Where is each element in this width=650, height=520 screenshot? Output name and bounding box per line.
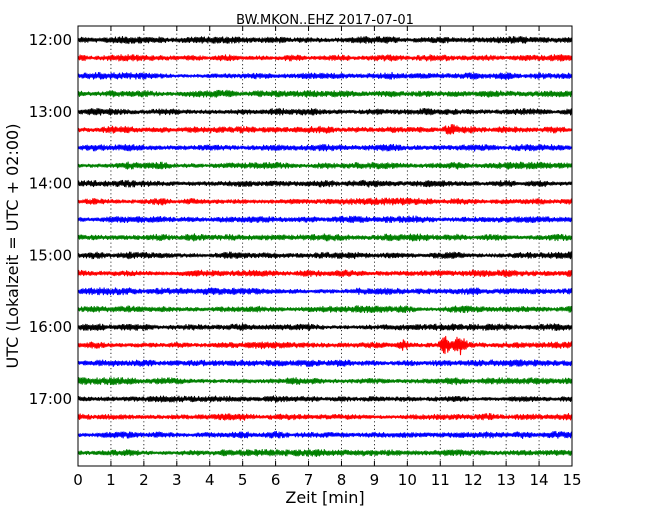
x-tick-label: 1: [106, 471, 116, 489]
x-tick-label: 14: [530, 471, 549, 489]
x-tick-label: 11: [431, 471, 450, 489]
trace-1515: [77, 269, 573, 278]
grid-lines: [110, 26, 540, 466]
trace-1415: [77, 197, 573, 206]
y-tick-label: 16:00: [29, 318, 72, 336]
trace-1745: [77, 448, 573, 457]
x-tick-label: 4: [205, 471, 215, 489]
y-tick-labels: 12:00 13:00 14:00 15:00 16:00 17:00: [29, 31, 72, 408]
trace-1715: [77, 413, 573, 421]
x-tick-label: 6: [271, 471, 281, 489]
x-axis-label: Zeit [min]: [285, 488, 364, 507]
trace-1545: [77, 305, 573, 314]
trace-1215: [77, 54, 573, 62]
trace-1700: [77, 395, 573, 403]
trace-1230: [77, 71, 573, 80]
trace-1615: [77, 335, 573, 356]
trace-1500: [77, 251, 573, 260]
trace-1600: [77, 323, 573, 331]
trace-1200: [77, 35, 573, 45]
trace-1315: [77, 123, 573, 135]
trace-1400: [77, 179, 573, 188]
x-tick-label: 12: [464, 471, 483, 489]
x-tick-label: 0: [73, 471, 83, 489]
trace-1245: [77, 89, 573, 98]
trace-1330: [77, 143, 573, 152]
x-tick-label: 3: [172, 471, 182, 489]
seismic-traces: [77, 35, 573, 457]
x-tick-label: 10: [398, 471, 417, 489]
axis-ticks: [77, 26, 573, 466]
trace-1345: [77, 161, 573, 170]
y-tick-label: 17:00: [29, 390, 72, 408]
x-tick-label: 9: [370, 471, 380, 489]
y-tick-label: 15:00: [29, 246, 72, 264]
y-tick-label: 12:00: [29, 31, 72, 49]
trace-1430: [77, 215, 573, 224]
plot-frame: [77, 25, 573, 467]
x-tick-label: 8: [337, 471, 347, 489]
x-tick-label: 13: [497, 471, 516, 489]
x-tick-labels: 0 1 2 3 4 5 6 7 8 9 10 11 12 13 14 15: [73, 471, 581, 489]
trace-1530: [77, 287, 573, 296]
trace-1645: [77, 377, 573, 386]
y-axis-label: UTC (Lokalzeit = UTC + 02:00): [3, 124, 22, 369]
x-tick-label: 2: [139, 471, 149, 489]
chart-title: BW.MKON..EHZ 2017-07-01: [236, 13, 414, 28]
trace-1300: [77, 107, 573, 116]
x-tick-label: 5: [238, 471, 248, 489]
trace-1730: [77, 430, 573, 439]
x-tick-label: 15: [562, 471, 581, 489]
y-tick-label: 13:00: [29, 103, 72, 121]
trace-1630: [77, 359, 573, 368]
x-tick-label: 7: [304, 471, 314, 489]
trace-1445: [77, 233, 573, 242]
y-tick-label: 14:00: [29, 175, 72, 193]
